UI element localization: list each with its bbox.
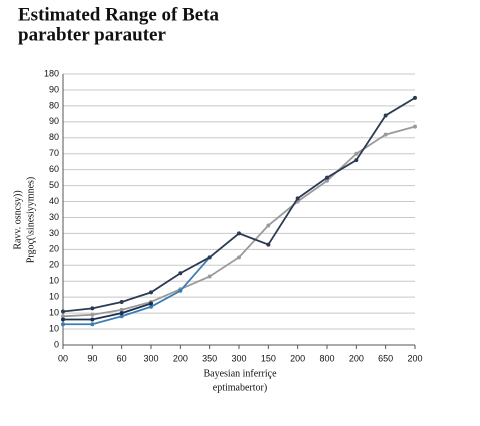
point bbox=[354, 151, 359, 156]
point bbox=[149, 290, 153, 295]
point bbox=[325, 178, 329, 183]
x-tick-label: 650 bbox=[378, 353, 393, 363]
point bbox=[178, 271, 183, 276]
y-tick-label: 90 bbox=[49, 116, 59, 126]
point bbox=[266, 223, 271, 228]
point bbox=[354, 158, 359, 163]
x-tick-label: 200 bbox=[349, 353, 364, 363]
y-tick-label: 20 bbox=[49, 244, 59, 254]
y-tick-label: 180 bbox=[44, 68, 59, 78]
y-tick-label: 30 bbox=[49, 228, 59, 238]
point bbox=[61, 314, 65, 319]
series-line bbox=[62, 97, 416, 313]
y-tick-label: 10 bbox=[49, 276, 59, 286]
point bbox=[237, 255, 241, 260]
point bbox=[90, 306, 95, 311]
point bbox=[149, 301, 153, 306]
series-line bbox=[62, 125, 416, 318]
chart-title: parabter parauter bbox=[18, 24, 166, 45]
x-axis-label: Bayesian inferriçe bbox=[203, 368, 277, 379]
point bbox=[90, 317, 95, 322]
y-tick-label: 10 bbox=[49, 307, 59, 317]
point bbox=[90, 312, 95, 317]
y-tick-label: 90 bbox=[49, 84, 59, 94]
y-tick-label: 20 bbox=[49, 260, 59, 270]
x-tick-label: 200 bbox=[173, 353, 188, 363]
point bbox=[178, 288, 183, 293]
point bbox=[207, 274, 212, 279]
x-axis-label: eptimabertor) bbox=[213, 382, 267, 393]
x-tick-label: 200 bbox=[407, 353, 422, 363]
point bbox=[295, 196, 300, 201]
x-tick-label: 800 bbox=[319, 353, 334, 363]
y-tick-label: 80 bbox=[49, 100, 59, 110]
point bbox=[61, 322, 65, 327]
point bbox=[237, 231, 241, 236]
y-tick-label: 10 bbox=[49, 323, 59, 333]
x-tick-label: 300 bbox=[143, 353, 158, 363]
x-tick-label: 00 bbox=[58, 353, 68, 363]
y-axis-label: Prgoç(\sinesiyymnes) bbox=[25, 177, 36, 263]
y-tick-label: 80 bbox=[49, 132, 59, 142]
y-tick-label: 0 bbox=[54, 339, 59, 349]
point bbox=[119, 299, 124, 304]
x-tick-label: 300 bbox=[231, 353, 246, 363]
chart-title: Estimated Range of Beta bbox=[18, 4, 220, 25]
x-tick-label: 150 bbox=[261, 353, 276, 363]
y-tick-label: 50 bbox=[49, 180, 59, 190]
point bbox=[413, 124, 417, 129]
point bbox=[383, 113, 388, 118]
y-tick-label: 60 bbox=[49, 164, 59, 174]
point bbox=[207, 255, 212, 260]
point bbox=[325, 175, 329, 180]
y-tick-label: 70 bbox=[49, 148, 59, 158]
series-line bbox=[63, 302, 152, 321]
point bbox=[149, 304, 153, 309]
y-axis-label: Ravv. osncsy)) bbox=[12, 190, 23, 249]
y-tick-label: 10 bbox=[49, 292, 59, 302]
point bbox=[61, 317, 65, 322]
point bbox=[266, 242, 271, 247]
x-tick-label: 200 bbox=[290, 353, 305, 363]
point bbox=[119, 311, 124, 316]
point bbox=[119, 307, 124, 312]
series-line bbox=[63, 256, 211, 326]
x-tick-label: 60 bbox=[117, 353, 127, 363]
point bbox=[61, 309, 65, 314]
y-tick-label: 30 bbox=[49, 212, 59, 222]
x-tick-label: 90 bbox=[87, 353, 97, 363]
point bbox=[119, 314, 124, 319]
point bbox=[90, 322, 95, 327]
y-tick-label: 40 bbox=[49, 196, 59, 206]
point bbox=[383, 132, 388, 137]
x-tick-label: 350 bbox=[202, 353, 217, 363]
point bbox=[413, 95, 417, 100]
